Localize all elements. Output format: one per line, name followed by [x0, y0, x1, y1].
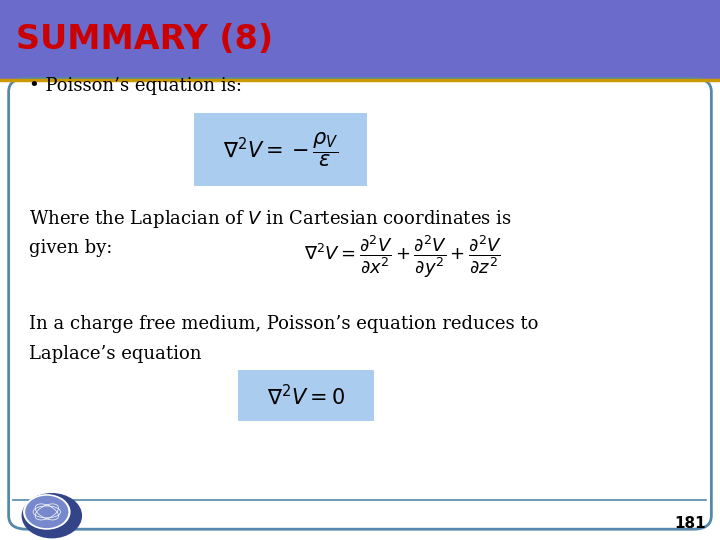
Circle shape: [22, 493, 82, 538]
FancyBboxPatch shape: [9, 78, 711, 529]
Text: $\nabla^2 V = 0$: $\nabla^2 V = 0$: [267, 383, 345, 408]
Text: $\nabla^2 V = -\dfrac{\rho_V}{\varepsilon}$: $\nabla^2 V = -\dfrac{\rho_V}{\varepsilo…: [223, 131, 338, 169]
Bar: [194, 113, 367, 186]
Text: • Poisson’s equation is:: • Poisson’s equation is:: [29, 77, 242, 96]
Text: Where the Laplacian of $V$ in Cartesian coordinates is: Where the Laplacian of $V$ in Cartesian …: [29, 208, 511, 230]
Text: $\nabla^2 V = \dfrac{\partial^2 V}{\partial x^2} + \dfrac{\partial^2 V}{\partial: $\nabla^2 V = \dfrac{\partial^2 V}{\part…: [305, 233, 502, 280]
Circle shape: [23, 494, 71, 530]
Bar: [238, 370, 374, 421]
Text: Laplace’s equation: Laplace’s equation: [29, 345, 202, 363]
Text: SUMMARY (8): SUMMARY (8): [16, 23, 273, 57]
Text: 181: 181: [674, 516, 706, 531]
Bar: [0, 0, 720, 80]
Circle shape: [25, 496, 68, 528]
Text: In a charge free medium, Poisson’s equation reduces to: In a charge free medium, Poisson’s equat…: [29, 315, 538, 333]
Text: given by:: given by:: [29, 239, 112, 258]
